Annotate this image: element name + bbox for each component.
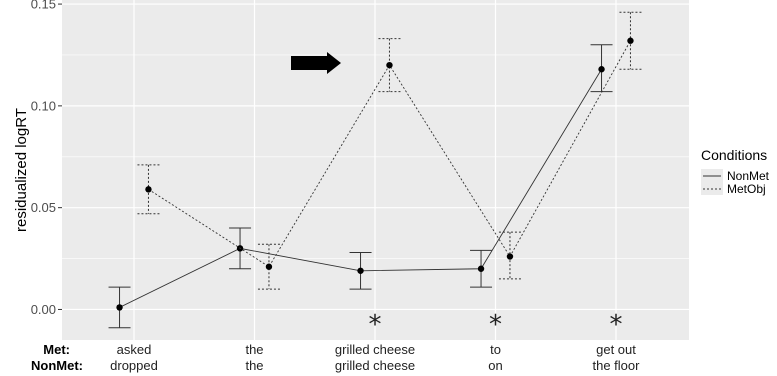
category-label-met: get out: [596, 342, 636, 357]
data-point: [506, 253, 514, 260]
data-point: [265, 263, 273, 270]
legend-title: Conditions: [701, 147, 767, 163]
category-label-nonmet: the: [245, 358, 263, 373]
significance-star: *: [489, 310, 502, 340]
series-metobj: [137, 11, 642, 290]
data-point: [145, 186, 152, 193]
legend-label: NonMet: [727, 169, 770, 183]
category-label-met: to: [490, 342, 501, 357]
error-bar: [257, 243, 280, 290]
category-label-nonmet: the floor: [593, 358, 641, 373]
y-tick-label: 0.15: [31, 0, 56, 12]
error-bar: [378, 38, 401, 93]
data-point: [477, 265, 485, 272]
grid-layer: [62, 0, 689, 340]
category-label-met: grilled cheese: [335, 342, 415, 357]
category-label-nonmet: grilled cheese: [335, 358, 415, 373]
y-tick-label: 0.10: [31, 98, 56, 113]
series-nonmet: [108, 44, 613, 329]
row-label-nonmet: NonMet:: [31, 358, 83, 373]
category-label-nonmet: on: [488, 358, 502, 373]
data-point: [386, 61, 393, 69]
y-axis-title: residualized logRT: [13, 108, 30, 232]
annotation-arrow: [291, 52, 341, 74]
significance-star: *: [369, 310, 382, 340]
annotation-arrow-group: [291, 52, 341, 74]
category-label-met: asked: [117, 342, 152, 357]
legend-label: MetObj: [727, 182, 766, 196]
data-point: [357, 267, 364, 274]
y-tick-label: 0.00: [31, 302, 56, 317]
y-tick-label: 0.05: [31, 200, 56, 215]
series-layer: [108, 11, 642, 329]
significance-markers: * * *: [369, 310, 623, 340]
row-label-met: Met:: [43, 342, 70, 357]
data-point: [116, 304, 123, 311]
category-label-nonmet: dropped: [110, 358, 158, 373]
data-point: [598, 66, 605, 73]
y-axis-ticks: 0.00 0.05 0.10 0.15: [31, 0, 62, 317]
data-point: [627, 37, 634, 44]
significance-star: *: [610, 310, 623, 340]
category-label-met: the: [245, 342, 263, 357]
